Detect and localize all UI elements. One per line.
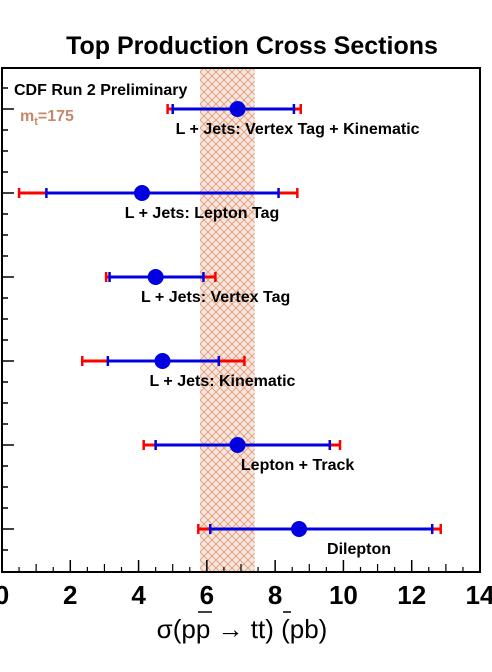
measurement-5: Lepton + Track <box>142 437 354 474</box>
central-value-marker <box>291 521 308 537</box>
measurement-label: Dilepton <box>327 541 391 558</box>
measurements-layer: L + Jets: Vertex Tag + Kinematic L + Jets… <box>17 101 442 558</box>
chart-title: Top Production Cross Sections <box>66 32 438 60</box>
x-tick-label: 12 <box>397 580 426 610</box>
x-tick-label: 4 <box>131 580 146 610</box>
x-axis: 0 2 4 6 8 10 12 14 <box>0 560 492 610</box>
x-tick-label: 14 <box>466 580 492 610</box>
measurement-label: L + Jets: Lepton Tag <box>125 205 280 222</box>
x-tick-label: 10 <box>329 580 358 610</box>
central-value-marker <box>229 437 246 453</box>
theory-band-hatch <box>200 68 255 572</box>
top-mass-label: mt=175 <box>20 108 74 128</box>
measurement-label: L + Jets: Vertex Tag + Kinematic <box>176 121 420 138</box>
measurement-4: L + Jets: Kinematic <box>80 353 296 390</box>
x-tick-label: 2 <box>63 580 77 610</box>
mass-value: =175 <box>38 108 74 125</box>
theory-band-layer <box>200 68 255 572</box>
central-value-marker <box>147 269 164 285</box>
x-tick-label: 0 <box>0 580 9 610</box>
measurement-1: L + Jets: Vertex Tag + Kinematic <box>166 101 420 138</box>
central-value-marker <box>133 185 150 201</box>
x-tick-label: 8 <box>268 580 282 610</box>
measurement-2: L + Jets: Lepton Tag <box>17 185 299 222</box>
mass-symbol: m <box>20 108 34 125</box>
measurement-label: L + Jets: Kinematic <box>149 373 295 390</box>
x-axis-label: σ(pp → tt) (pb) <box>157 614 328 644</box>
x-axis-label-text: σ(pp → tt) (pb) <box>157 614 328 644</box>
measurement-6: Dilepton <box>197 521 442 558</box>
central-value-marker <box>229 101 246 117</box>
mass-subscript: t <box>34 116 38 128</box>
central-value-marker <box>154 353 171 369</box>
experiment-note: CDF Run 2 Preliminary <box>14 82 187 99</box>
measurement-3: L + Jets: Vertex Tag <box>104 269 290 306</box>
measurement-label: L + Jets: Vertex Tag <box>141 289 290 306</box>
measurement-label: Lepton + Track <box>241 457 354 474</box>
x-tick-label: 6 <box>200 580 214 610</box>
